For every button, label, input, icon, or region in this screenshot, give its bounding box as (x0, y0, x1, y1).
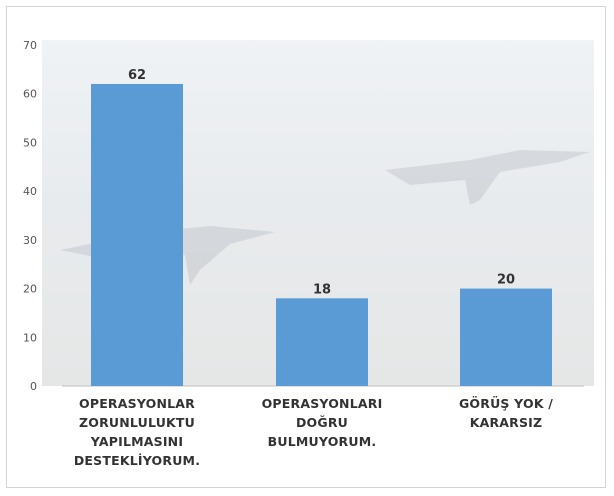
bars-group (91, 83, 552, 386)
category-label-line: ZORUNLULUKTU (78, 415, 196, 430)
category-label-line: YAPILMASINI (90, 434, 184, 449)
y-tick-label: 30 (23, 234, 37, 247)
bar (276, 298, 368, 386)
category-label: OPERASYONLARI DOĞRU BULMUYORUM. (237, 394, 407, 451)
category-label: OPERASYONLAR ZORUNLULUKTU YAPILMASINI DESTE… (52, 394, 222, 470)
y-tick-label: 40 (23, 185, 37, 198)
y-axis: 0 10 20 30 40 50 60 70 (23, 39, 37, 393)
bar-value-label: 20 (497, 273, 515, 288)
y-tick-label: 20 (23, 283, 37, 296)
y-tick-label: 0 (30, 380, 37, 393)
bar-value-label: 62 (128, 68, 146, 83)
category-label-line: OPERASYONLARI DOĞRU (261, 396, 383, 430)
y-tick-label: 10 (23, 331, 37, 344)
category-label-line: DESTEKLİYORUM. (73, 453, 201, 468)
y-tick-label: 50 (23, 136, 37, 149)
category-label: GÖRÜŞ YOK / KARARSIZ (421, 394, 591, 432)
category-label-line: OPERASYONLAR (79, 396, 195, 411)
category-label-line: BULMUYORUM. (267, 434, 377, 449)
y-tick-label: 60 (23, 88, 37, 101)
bar-value-label: 18 (313, 282, 331, 297)
category-label-line: GÖRÜŞ YOK / KARARSIZ (458, 396, 554, 430)
y-tick-label: 70 (23, 39, 37, 52)
bar (91, 83, 183, 386)
data-labels-group: 62 18 20 (128, 68, 515, 297)
bar (460, 288, 552, 386)
